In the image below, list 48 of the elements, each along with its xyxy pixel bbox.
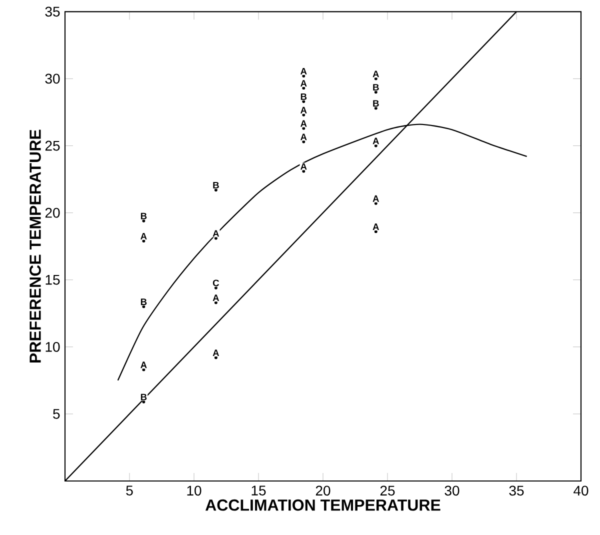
y-tick-label: 20 (45, 208, 60, 218)
text: A (212, 294, 220, 302)
text: A (372, 70, 380, 78)
point (214, 301, 218, 304)
point (374, 90, 378, 94)
text: A (300, 80, 307, 86)
text: A (300, 68, 307, 74)
x-tick-label: 35 (509, 486, 524, 496)
y-tick-label: 5 (53, 409, 60, 419)
text: A (300, 163, 307, 170)
series-label: C (212, 280, 220, 286)
x-tick-label: 10 (187, 486, 202, 496)
text: A (300, 106, 307, 114)
y-tick-label: 10 (46, 342, 60, 352)
point (302, 86, 306, 90)
series-label: A (372, 224, 380, 230)
text: B (373, 100, 379, 107)
text: A (372, 138, 380, 144)
y-tick-label: 30 (45, 74, 60, 84)
x-tick-label: 20 (316, 486, 330, 496)
text: A (212, 350, 220, 356)
text: B (373, 84, 379, 91)
text: A (140, 232, 147, 240)
text: A (212, 230, 220, 237)
y-axis-title: PREFERENCE TEMPERATURE (30, 130, 41, 362)
x-tick-label: 30 (444, 486, 460, 496)
text: A (300, 134, 307, 140)
x-tick-label: 5 (126, 486, 133, 496)
series-label: B (300, 93, 307, 100)
x-tick-label: 25 (380, 486, 395, 496)
point (214, 356, 218, 360)
text: B (213, 182, 219, 188)
y-tick-label: 35 (45, 6, 60, 17)
text: B (140, 212, 147, 220)
point (214, 188, 218, 192)
text: A (140, 362, 147, 368)
text: B (140, 394, 147, 400)
x-axis-title: ACCLIMATION TEMPERATURE (205, 499, 440, 511)
point (302, 74, 306, 78)
text: A (300, 120, 307, 127)
y-tick-label: 25 (45, 140, 60, 151)
text: B (140, 298, 147, 306)
y-tick-label: 15 (46, 274, 60, 285)
point (374, 230, 378, 234)
x-tick-label: 15 (252, 486, 266, 496)
point (302, 100, 306, 103)
x-tick-label: 40 (574, 486, 588, 496)
text: A (372, 195, 380, 202)
